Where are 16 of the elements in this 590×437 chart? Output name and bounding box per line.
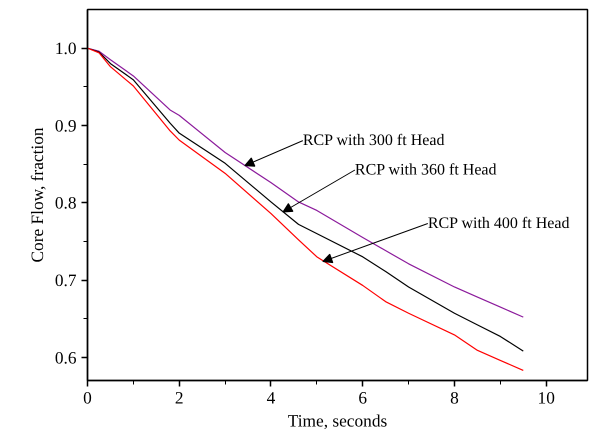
y-tick-label: 0.7 [54,271,77,290]
y-tick-label: 1.0 [54,39,77,58]
x-tick-label: 8 [450,388,459,408]
x-tick-label: 10 [538,388,555,408]
y-tick-label: 0.8 [54,194,77,213]
y-tick-label: 0.9 [54,116,77,136]
annotation: RCP with 300 ft Head [302,132,444,150]
x-tick-label: 4 [266,388,276,408]
annotation: RCP with 360 ft Head [354,162,497,179]
x-axis-title: Time, seconds [288,412,388,430]
y-tick-label: 0.6 [54,348,77,368]
x-tick-label: 0 [83,388,92,408]
x-tick-label: 6 [358,388,368,408]
y-axis-title: Core Flow, fraction [28,127,47,263]
x-tick-label: 2 [174,388,184,408]
annotation: RCP with 400 ft Head [428,214,570,232]
